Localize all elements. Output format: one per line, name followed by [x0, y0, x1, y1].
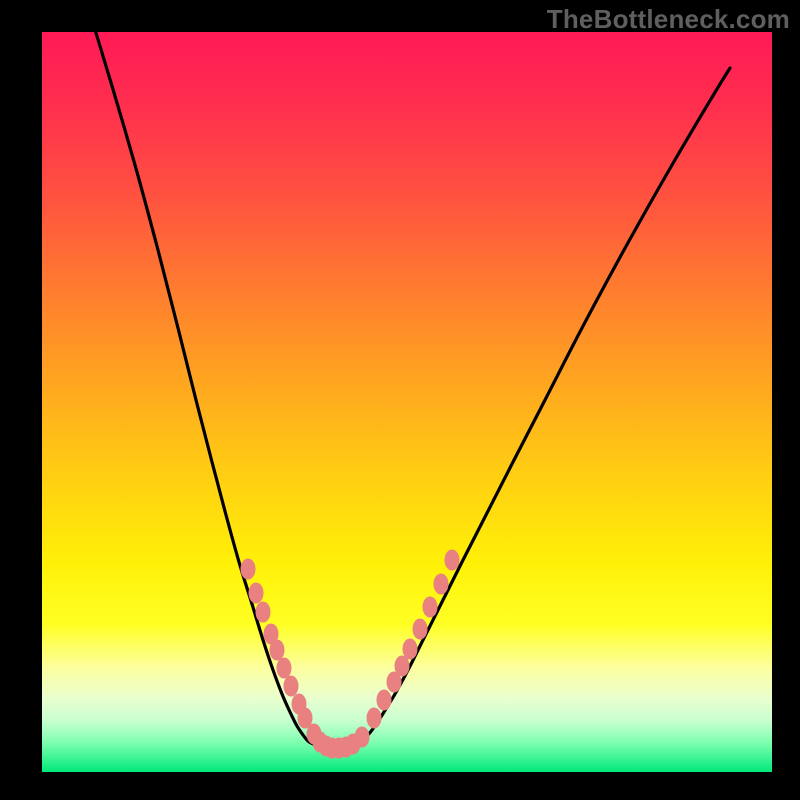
sample-marker — [241, 559, 255, 579]
sample-marker — [403, 639, 417, 659]
watermark-text: TheBottleneck.com — [547, 4, 790, 35]
sample-marker — [277, 658, 291, 678]
sample-marker — [434, 574, 448, 594]
sample-marker — [249, 583, 263, 603]
sample-marker — [445, 550, 459, 570]
sample-marker — [284, 676, 298, 696]
sample-marker — [423, 597, 437, 617]
sample-marker — [256, 602, 270, 622]
chart-stage: TheBottleneck.com — [0, 0, 800, 800]
sample-marker — [270, 640, 284, 660]
sample-marker — [413, 619, 427, 639]
sample-marker — [355, 727, 369, 747]
sample-marker — [395, 656, 409, 676]
sample-marker — [377, 690, 391, 710]
sample-marker — [298, 708, 312, 728]
bottleneck-chart — [0, 0, 800, 800]
sample-marker — [367, 708, 381, 728]
